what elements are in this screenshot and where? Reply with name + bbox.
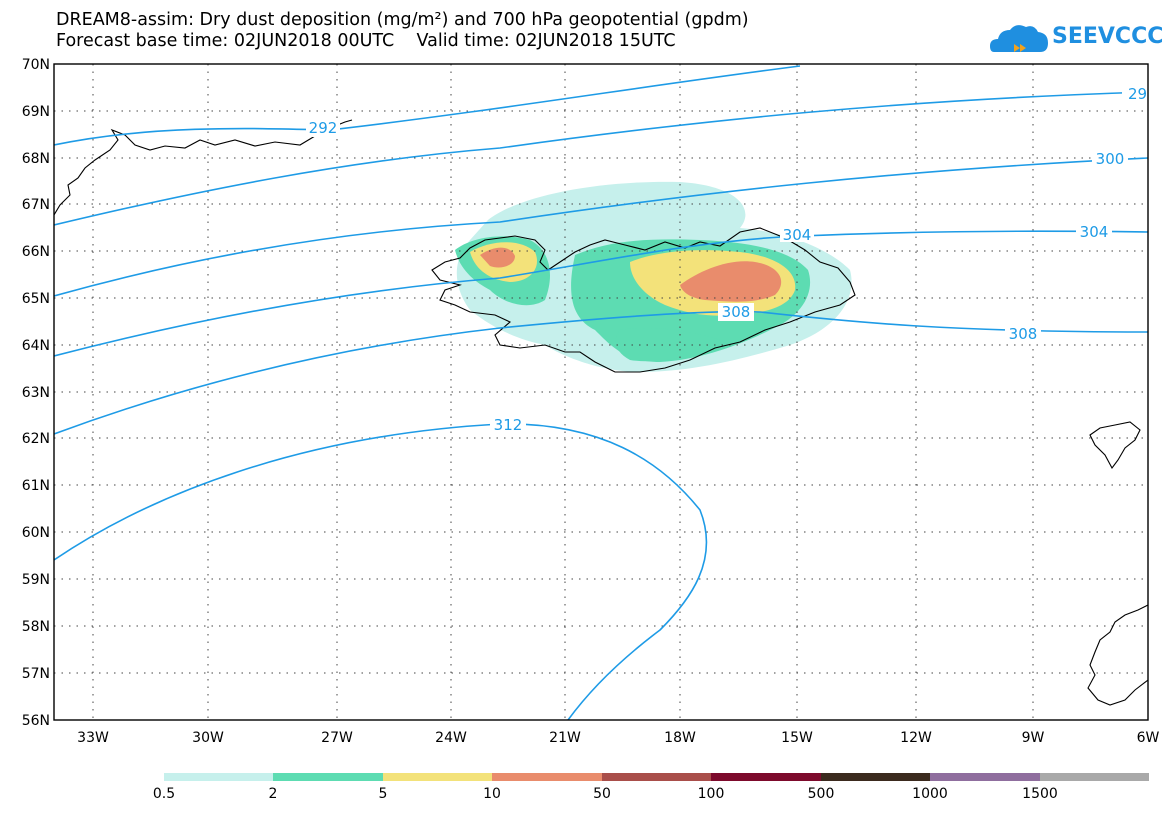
lon-label: 18W bbox=[664, 730, 696, 746]
dust-area-10-west bbox=[480, 247, 515, 268]
geopotential-contours bbox=[54, 65, 1148, 720]
contour-label-304-a: 304 bbox=[783, 226, 812, 244]
coastline-faroe bbox=[1089, 421, 1141, 470]
contour-304 bbox=[54, 230, 1148, 357]
lat-label: 69N bbox=[22, 104, 50, 120]
legend-label: 0.5 bbox=[153, 786, 175, 802]
dust-area-2-south bbox=[615, 328, 720, 362]
contour-312 bbox=[54, 423, 708, 720]
legend-label: 1500 bbox=[1022, 786, 1058, 802]
contour-label-308-b: 308 bbox=[1009, 325, 1038, 343]
legend-label: 50 bbox=[593, 786, 611, 802]
legend-label: 10 bbox=[483, 786, 501, 802]
contour-292 bbox=[54, 65, 801, 146]
legend-swatch bbox=[273, 773, 383, 781]
lat-label: 70N bbox=[22, 57, 50, 73]
lon-label: 33W bbox=[77, 730, 109, 746]
lat-label: 64N bbox=[22, 338, 50, 354]
lat-label: 62N bbox=[22, 431, 50, 447]
contour-296 bbox=[54, 91, 1148, 226]
lon-label: 9W bbox=[1022, 730, 1045, 746]
legend-swatch bbox=[1040, 773, 1149, 781]
coastline-iceland bbox=[431, 227, 856, 373]
map-frame bbox=[53, 63, 1149, 721]
dust-area-10-main bbox=[680, 261, 782, 302]
lat-label: 66N bbox=[22, 244, 50, 260]
title-line-1: DREAM8-assim: Dry dust deposition (mg/m²… bbox=[56, 10, 749, 30]
lon-label: 27W bbox=[321, 730, 353, 746]
lon-label: 12W bbox=[900, 730, 932, 746]
color-legend: 0.5 2 5 10 50 100 500 1000 1500 bbox=[153, 773, 1149, 802]
lat-label: 63N bbox=[22, 385, 50, 401]
legend-swatch bbox=[711, 773, 821, 781]
contour-300 bbox=[54, 157, 1148, 297]
logo-text: SEEVCCC bbox=[1052, 24, 1164, 49]
map-plot-area: 292 29 300 304 304 308 308 312 bbox=[54, 64, 1148, 720]
title-line-2: Forecast base time: 02JUN2018 00UTC Vali… bbox=[56, 31, 676, 51]
contour-label-300: 300 bbox=[1096, 150, 1125, 168]
lat-label: 57N bbox=[22, 666, 50, 682]
legend-label: 5 bbox=[379, 786, 388, 802]
contour-labels: 292 29 300 304 304 308 308 312 bbox=[306, 85, 1148, 434]
contour-308 bbox=[54, 310, 1148, 435]
lon-label: 21W bbox=[549, 730, 581, 746]
legend-swatch bbox=[821, 773, 930, 781]
legend-swatch bbox=[492, 773, 602, 781]
legend-swatch bbox=[930, 773, 1040, 781]
legend-label: 1000 bbox=[912, 786, 948, 802]
legend-swatch bbox=[164, 773, 273, 781]
legend-swatch bbox=[383, 773, 492, 781]
lon-label: 24W bbox=[435, 730, 467, 746]
lat-label: 65N bbox=[22, 291, 50, 307]
lat-label: 67N bbox=[22, 197, 50, 213]
lat-label: 59N bbox=[22, 572, 50, 588]
contour-label-308-a: 308 bbox=[722, 303, 751, 321]
lat-label: 58N bbox=[22, 619, 50, 635]
legend-label: 100 bbox=[698, 786, 725, 802]
coastline-scotland bbox=[1087, 604, 1148, 706]
contour-label-292: 292 bbox=[309, 119, 338, 137]
coastlines bbox=[54, 119, 1148, 706]
lon-label: 15W bbox=[781, 730, 813, 746]
contour-label-312: 312 bbox=[494, 416, 523, 434]
lat-label: 60N bbox=[22, 525, 50, 541]
coastline-greenland bbox=[54, 119, 353, 216]
lat-label: 68N bbox=[22, 151, 50, 167]
lon-label: 30W bbox=[192, 730, 224, 746]
legend-swatch bbox=[602, 773, 711, 781]
longitude-labels: 33W 30W 27W 24W 21W 18W 15W 12W 9W 6W bbox=[77, 730, 1159, 746]
lat-label: 56N bbox=[22, 713, 50, 729]
contour-label-29: 29 bbox=[1128, 85, 1147, 103]
cloud-logo-icon bbox=[990, 25, 1048, 52]
latitude-labels: 70N 69N 68N 67N 66N 65N 64N 63N 62N 61N … bbox=[22, 57, 50, 729]
lon-label: 6W bbox=[1137, 730, 1160, 746]
legend-label: 500 bbox=[808, 786, 835, 802]
lat-label: 61N bbox=[22, 478, 50, 494]
contour-label-304-b: 304 bbox=[1080, 223, 1109, 241]
legend-label: 2 bbox=[269, 786, 278, 802]
